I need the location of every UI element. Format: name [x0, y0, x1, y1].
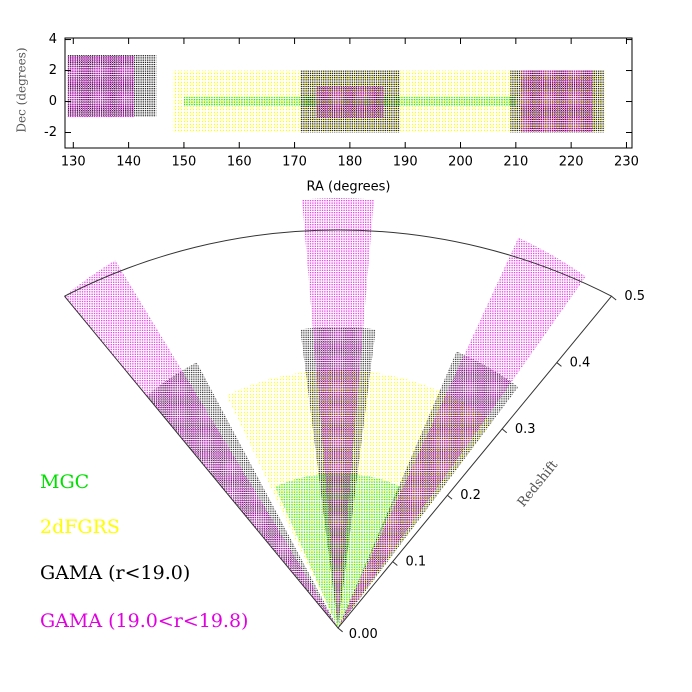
x-tick-label: 230 — [614, 155, 639, 170]
cone-wedge — [338, 237, 586, 628]
r-tick-label: 0.4 — [570, 355, 591, 370]
x-tick-label: 140 — [116, 155, 141, 170]
legend-entry: MGC — [40, 471, 89, 493]
legend-entry: 2dFGRS — [40, 516, 120, 538]
y-tick-label: 0 — [49, 94, 57, 109]
r-tick-label: 0.3 — [515, 422, 536, 437]
footprint — [521, 70, 594, 133]
r-tick-label: 0.2 — [460, 488, 481, 503]
cone-wedge — [64, 260, 339, 628]
r-tick — [556, 362, 562, 367]
x-tick-label: 180 — [337, 155, 362, 170]
r-tick — [611, 295, 617, 301]
x-tick-label: 160 — [227, 155, 252, 170]
x-tick-label: 130 — [61, 155, 86, 170]
r-tick — [501, 428, 508, 434]
r-tick-label: 0.1 — [406, 555, 427, 570]
legend-entry: GAMA (r<19.0) — [40, 562, 190, 584]
r-axis-label: Redshift — [515, 457, 562, 510]
cone-outline — [64, 229, 613, 629]
x-tick-label: 220 — [559, 155, 584, 170]
r-tick-label: 0.5 — [624, 289, 645, 304]
y-tick-label: 2 — [49, 63, 57, 78]
cone-wedge — [302, 198, 374, 629]
r-tick — [392, 561, 398, 566]
x-tick-label: 200 — [448, 155, 473, 170]
x-axis-label: RA (degrees) — [306, 180, 390, 195]
x-tick-label: 170 — [282, 155, 307, 170]
r-tick-label: 0.00 — [349, 627, 378, 642]
plot-frame — [64, 37, 633, 149]
y-axis-label: Dec (degrees) — [15, 47, 29, 132]
x-tick-label: 190 — [393, 155, 418, 170]
y-tick-label: -2 — [44, 125, 57, 140]
x-tick-label: 150 — [172, 155, 197, 170]
footprint — [67, 55, 135, 118]
x-tick-label: 210 — [503, 155, 528, 170]
legend-entry: GAMA (19.0<r<19.8) — [40, 610, 248, 632]
r-tick — [337, 627, 343, 633]
r-tick — [447, 494, 453, 500]
y-tick-label: 4 — [49, 32, 57, 47]
footprint — [316, 86, 384, 118]
